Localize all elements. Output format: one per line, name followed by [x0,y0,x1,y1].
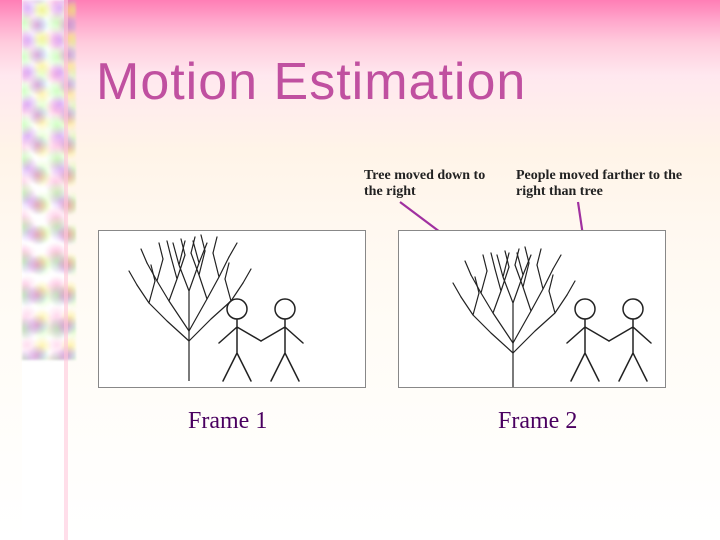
decorative-side-stripe [22,0,64,540]
annotation-people: People moved farther to the right than t… [516,168,696,200]
frame1-people [213,297,309,383]
slide-title: Motion Estimation [96,52,526,112]
frame2-people [561,297,657,383]
annotation-tree: Tree moved down to the right [364,168,494,200]
frame-2-box [398,230,666,388]
caption-frame-1: Frame 1 [188,408,267,435]
caption-frame-2: Frame 2 [498,408,577,435]
frame-1-box [98,230,366,388]
